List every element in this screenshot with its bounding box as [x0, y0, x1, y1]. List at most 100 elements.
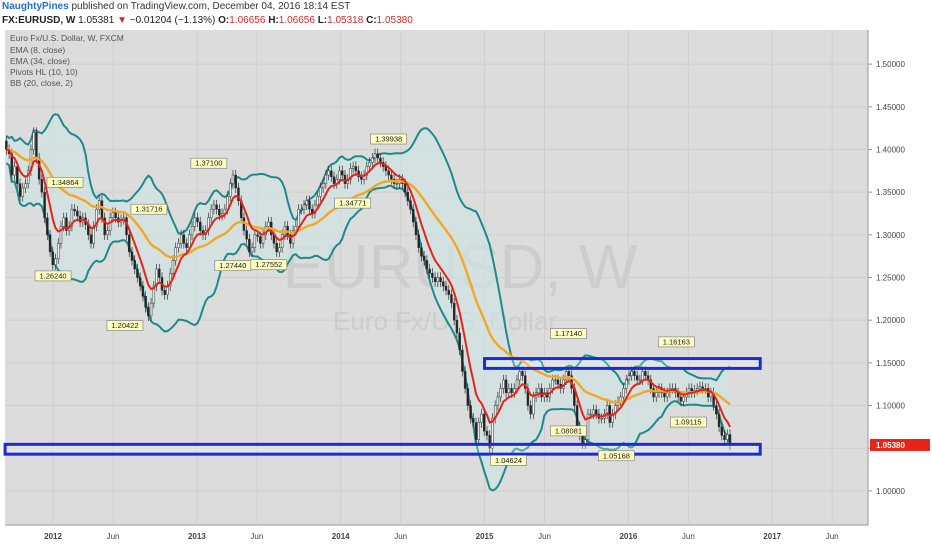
- candle: [324, 174, 328, 184]
- candle: [70, 208, 74, 227]
- candle: [376, 153, 379, 159]
- candle: [147, 307, 150, 317]
- candle: [278, 247, 281, 253]
- candle: [537, 388, 541, 393]
- candle: [321, 183, 325, 189]
- candle: [332, 176, 336, 184]
- candle: [480, 413, 483, 423]
- candle: [414, 221, 418, 236]
- x-tick-label: 2015: [476, 532, 494, 541]
- candle: [504, 379, 508, 393]
- legend-item: Pivots HL (10, 10): [10, 67, 78, 77]
- candle: [417, 234, 420, 248]
- candle: [138, 277, 142, 287]
- candle: [360, 176, 363, 180]
- candle: [433, 277, 437, 283]
- high-label: H:: [268, 15, 279, 26]
- candle: [275, 243, 278, 253]
- candle: [196, 217, 199, 223]
- candle: [581, 435, 584, 445]
- pivot-label-box: [670, 416, 707, 428]
- candle: [163, 290, 166, 295]
- candle: [663, 392, 666, 398]
- candle: [600, 418, 603, 420]
- price-change: −0.01204 (−1.13%): [129, 15, 216, 26]
- candle: [594, 409, 598, 415]
- candle: [469, 405, 472, 419]
- candle: [371, 157, 374, 163]
- candle: [455, 319, 459, 334]
- pivot-label-box: [130, 203, 168, 215]
- pivot-label-box: [250, 259, 288, 271]
- candle: [177, 243, 180, 248]
- candle: [701, 386, 704, 389]
- candle: [472, 418, 475, 423]
- candle: [59, 226, 63, 244]
- candle: [496, 396, 500, 406]
- x-tick-label: 2016: [619, 532, 637, 541]
- candle: [21, 187, 24, 197]
- candle: [338, 170, 341, 180]
- pivot-label: 1.08081: [555, 426, 582, 435]
- candle: [300, 208, 303, 211]
- candle: [717, 413, 721, 428]
- candle: [57, 243, 60, 259]
- candle: [499, 388, 502, 398]
- price-axis-area: [868, 30, 932, 550]
- candle: [354, 166, 358, 172]
- candle: [35, 132, 38, 159]
- pivot-label: 1.05168: [603, 451, 630, 460]
- candle: [171, 260, 175, 274]
- candle: [513, 388, 516, 393]
- price-chart[interactable]: 1.000001.050001.100001.150001.200001.250…: [0, 30, 932, 550]
- candle: [294, 226, 298, 231]
- bollinger-lower: [5, 162, 731, 492]
- pivot-label: 1.31716: [135, 205, 162, 214]
- candle: [529, 405, 532, 415]
- candle: [43, 191, 46, 219]
- pivot-label: 1.27552: [255, 260, 282, 269]
- candle: [365, 166, 369, 176]
- candle: [589, 413, 592, 416]
- candle: [592, 409, 595, 415]
- candle: [32, 132, 35, 150]
- symbol-name: FX:EURUSD, W: [2, 15, 76, 26]
- candle: [625, 379, 628, 389]
- low-label: L:: [317, 15, 328, 26]
- pivot-label: 1.16163: [663, 337, 690, 346]
- candle: [297, 208, 300, 227]
- candle: [406, 191, 409, 201]
- open-value: 1.06656: [229, 15, 266, 26]
- candle: [641, 371, 644, 381]
- candle: [665, 392, 669, 398]
- pivot-label-box: [106, 320, 144, 331]
- x-tick-label: 2014: [332, 532, 350, 541]
- pivot-label: 1.17140: [555, 329, 582, 338]
- candle: [447, 290, 450, 295]
- candle: [48, 234, 52, 253]
- candle: [182, 234, 186, 244]
- ema-8-line: [6, 148, 731, 428]
- candle: [341, 170, 344, 176]
- candle: [76, 210, 79, 217]
- candle: [190, 226, 194, 236]
- publish-header: NaughtyPines published on TradingView.co…: [0, 0, 932, 14]
- x-tick-label: 2012: [44, 532, 62, 541]
- candle: [231, 174, 235, 184]
- time-axis-area: [0, 525, 932, 550]
- author-link[interactable]: NaughtyPines: [2, 1, 69, 12]
- candle: [523, 375, 527, 389]
- candle: [155, 268, 158, 287]
- candle: [698, 386, 702, 389]
- x-tick-label: Jun: [394, 532, 407, 541]
- candle: [630, 371, 633, 376]
- candle: [521, 371, 524, 376]
- pivot-label: 1.04624: [495, 456, 522, 465]
- candle: [280, 234, 284, 248]
- candle: [130, 251, 134, 261]
- candle: [327, 170, 330, 176]
- candle: [412, 208, 415, 223]
- candle: [256, 234, 259, 237]
- published-text: published on TradingView.com, December 0…: [71, 1, 351, 12]
- pivot-label-box: [658, 336, 695, 348]
